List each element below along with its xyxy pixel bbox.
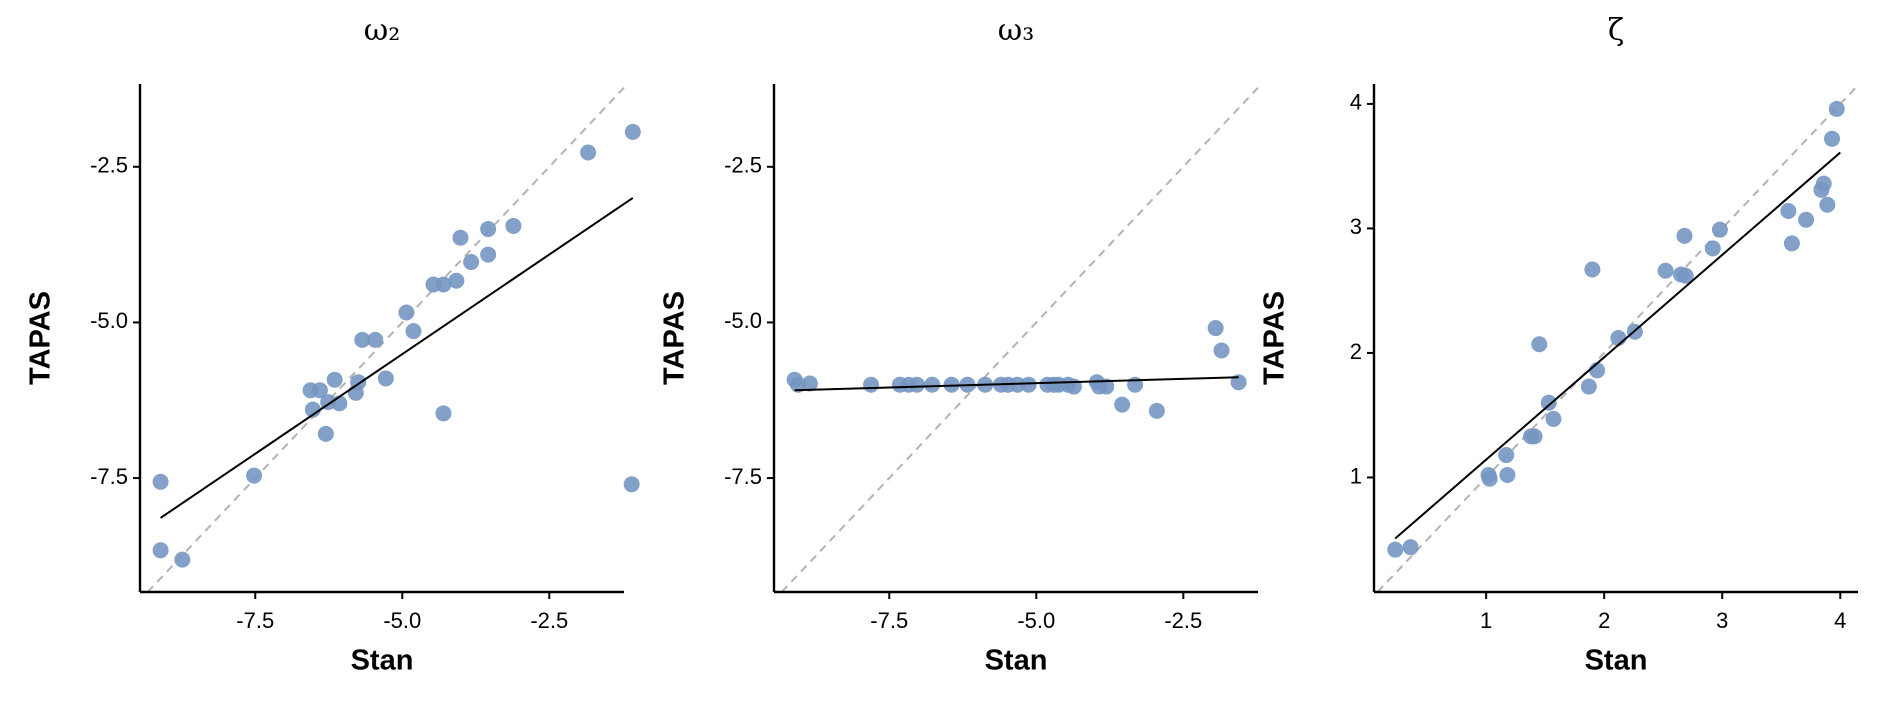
- point: [1798, 211, 1815, 228]
- point: [924, 376, 941, 393]
- point: [311, 382, 328, 399]
- trend-line: [160, 197, 634, 519]
- point: [435, 276, 452, 293]
- point: [480, 221, 497, 238]
- point: [1780, 203, 1797, 219]
- panel-title: ω₃: [998, 13, 1035, 48]
- point: [367, 331, 384, 348]
- point: [452, 229, 469, 246]
- point: [1114, 396, 1131, 413]
- point: [1127, 376, 1144, 393]
- point: [152, 473, 169, 490]
- point: [1610, 330, 1627, 346]
- trend-line: [1394, 151, 1841, 540]
- point: [505, 217, 522, 234]
- point: [377, 370, 394, 387]
- x-tick-label: -2.5: [530, 608, 568, 633]
- y-tick-label: -7.5: [724, 464, 762, 489]
- point: [1783, 235, 1800, 252]
- point: [354, 331, 371, 348]
- point: [908, 376, 925, 393]
- y-tick-label: -7.5: [90, 464, 128, 489]
- point: [174, 551, 191, 568]
- x-axis-title: Stan: [351, 645, 414, 677]
- identity-line: [780, 87, 1259, 593]
- point: [1020, 376, 1037, 393]
- panel-title: ζ: [1608, 13, 1624, 48]
- identity-line: [146, 87, 625, 593]
- point: [405, 323, 422, 340]
- point: [1213, 342, 1230, 359]
- x-tick-label: -2.5: [1164, 608, 1202, 633]
- point: [1819, 196, 1836, 213]
- point: [1704, 240, 1721, 257]
- point: [1540, 394, 1557, 411]
- point: [246, 467, 263, 484]
- y-tick-label: 4: [1350, 90, 1362, 115]
- x-tick-label: 4: [1834, 608, 1846, 633]
- identity-line: [1376, 84, 1859, 593]
- point: [1098, 378, 1115, 395]
- point: [1498, 447, 1515, 464]
- y-tick-label: 3: [1350, 214, 1362, 239]
- point: [448, 272, 465, 289]
- point: [398, 304, 415, 321]
- point: [1676, 227, 1693, 244]
- x-tick-label: 2: [1598, 608, 1610, 633]
- y-axis-title: TAPAS: [659, 291, 691, 385]
- y-tick-label: -5.0: [90, 308, 128, 333]
- point: [1481, 470, 1498, 487]
- point: [304, 401, 321, 418]
- point: [1580, 378, 1597, 395]
- y-tick-label: 1: [1350, 463, 1362, 488]
- point: [480, 246, 497, 263]
- x-axis-title: Stan: [985, 645, 1048, 677]
- point: [1584, 261, 1601, 278]
- x-tick-label: 1: [1480, 608, 1492, 633]
- x-tick-label: -5.0: [383, 608, 421, 633]
- point: [1677, 267, 1694, 284]
- point: [1387, 541, 1404, 558]
- point: [1207, 320, 1224, 337]
- y-axis-title: TAPAS: [25, 291, 57, 385]
- y-tick-label: -2.5: [724, 153, 762, 178]
- y-tick-label: -5.0: [724, 308, 762, 333]
- point: [1824, 130, 1841, 147]
- point: [326, 371, 343, 388]
- point: [624, 123, 641, 140]
- trend-line: [794, 376, 1239, 392]
- y-tick-label: 2: [1350, 339, 1362, 364]
- point: [1402, 539, 1419, 556]
- point: [1148, 402, 1165, 419]
- point: [1828, 100, 1845, 117]
- point: [580, 144, 597, 161]
- point: [1589, 362, 1606, 379]
- point: [1499, 466, 1516, 483]
- point: [435, 405, 452, 422]
- point: [317, 425, 334, 442]
- point: [1545, 410, 1562, 427]
- y-axis-title: TAPAS: [1259, 291, 1291, 385]
- point: [1531, 336, 1548, 353]
- x-tick-label: -5.0: [1017, 608, 1055, 633]
- panel-title: ω₂: [364, 13, 401, 48]
- point: [863, 376, 880, 393]
- point: [463, 254, 480, 271]
- y-tick-label: -2.5: [90, 153, 128, 178]
- point: [1657, 262, 1674, 279]
- point: [1815, 175, 1832, 192]
- x-tick-label: 3: [1716, 608, 1728, 633]
- point: [623, 476, 640, 493]
- x-tick-label: -7.5: [870, 608, 908, 633]
- point: [801, 375, 818, 392]
- x-axis-title: Stan: [1585, 645, 1648, 677]
- point: [790, 376, 807, 393]
- point: [1711, 221, 1728, 238]
- x-tick-label: -7.5: [236, 608, 274, 633]
- point: [152, 542, 169, 559]
- point: [1526, 428, 1543, 445]
